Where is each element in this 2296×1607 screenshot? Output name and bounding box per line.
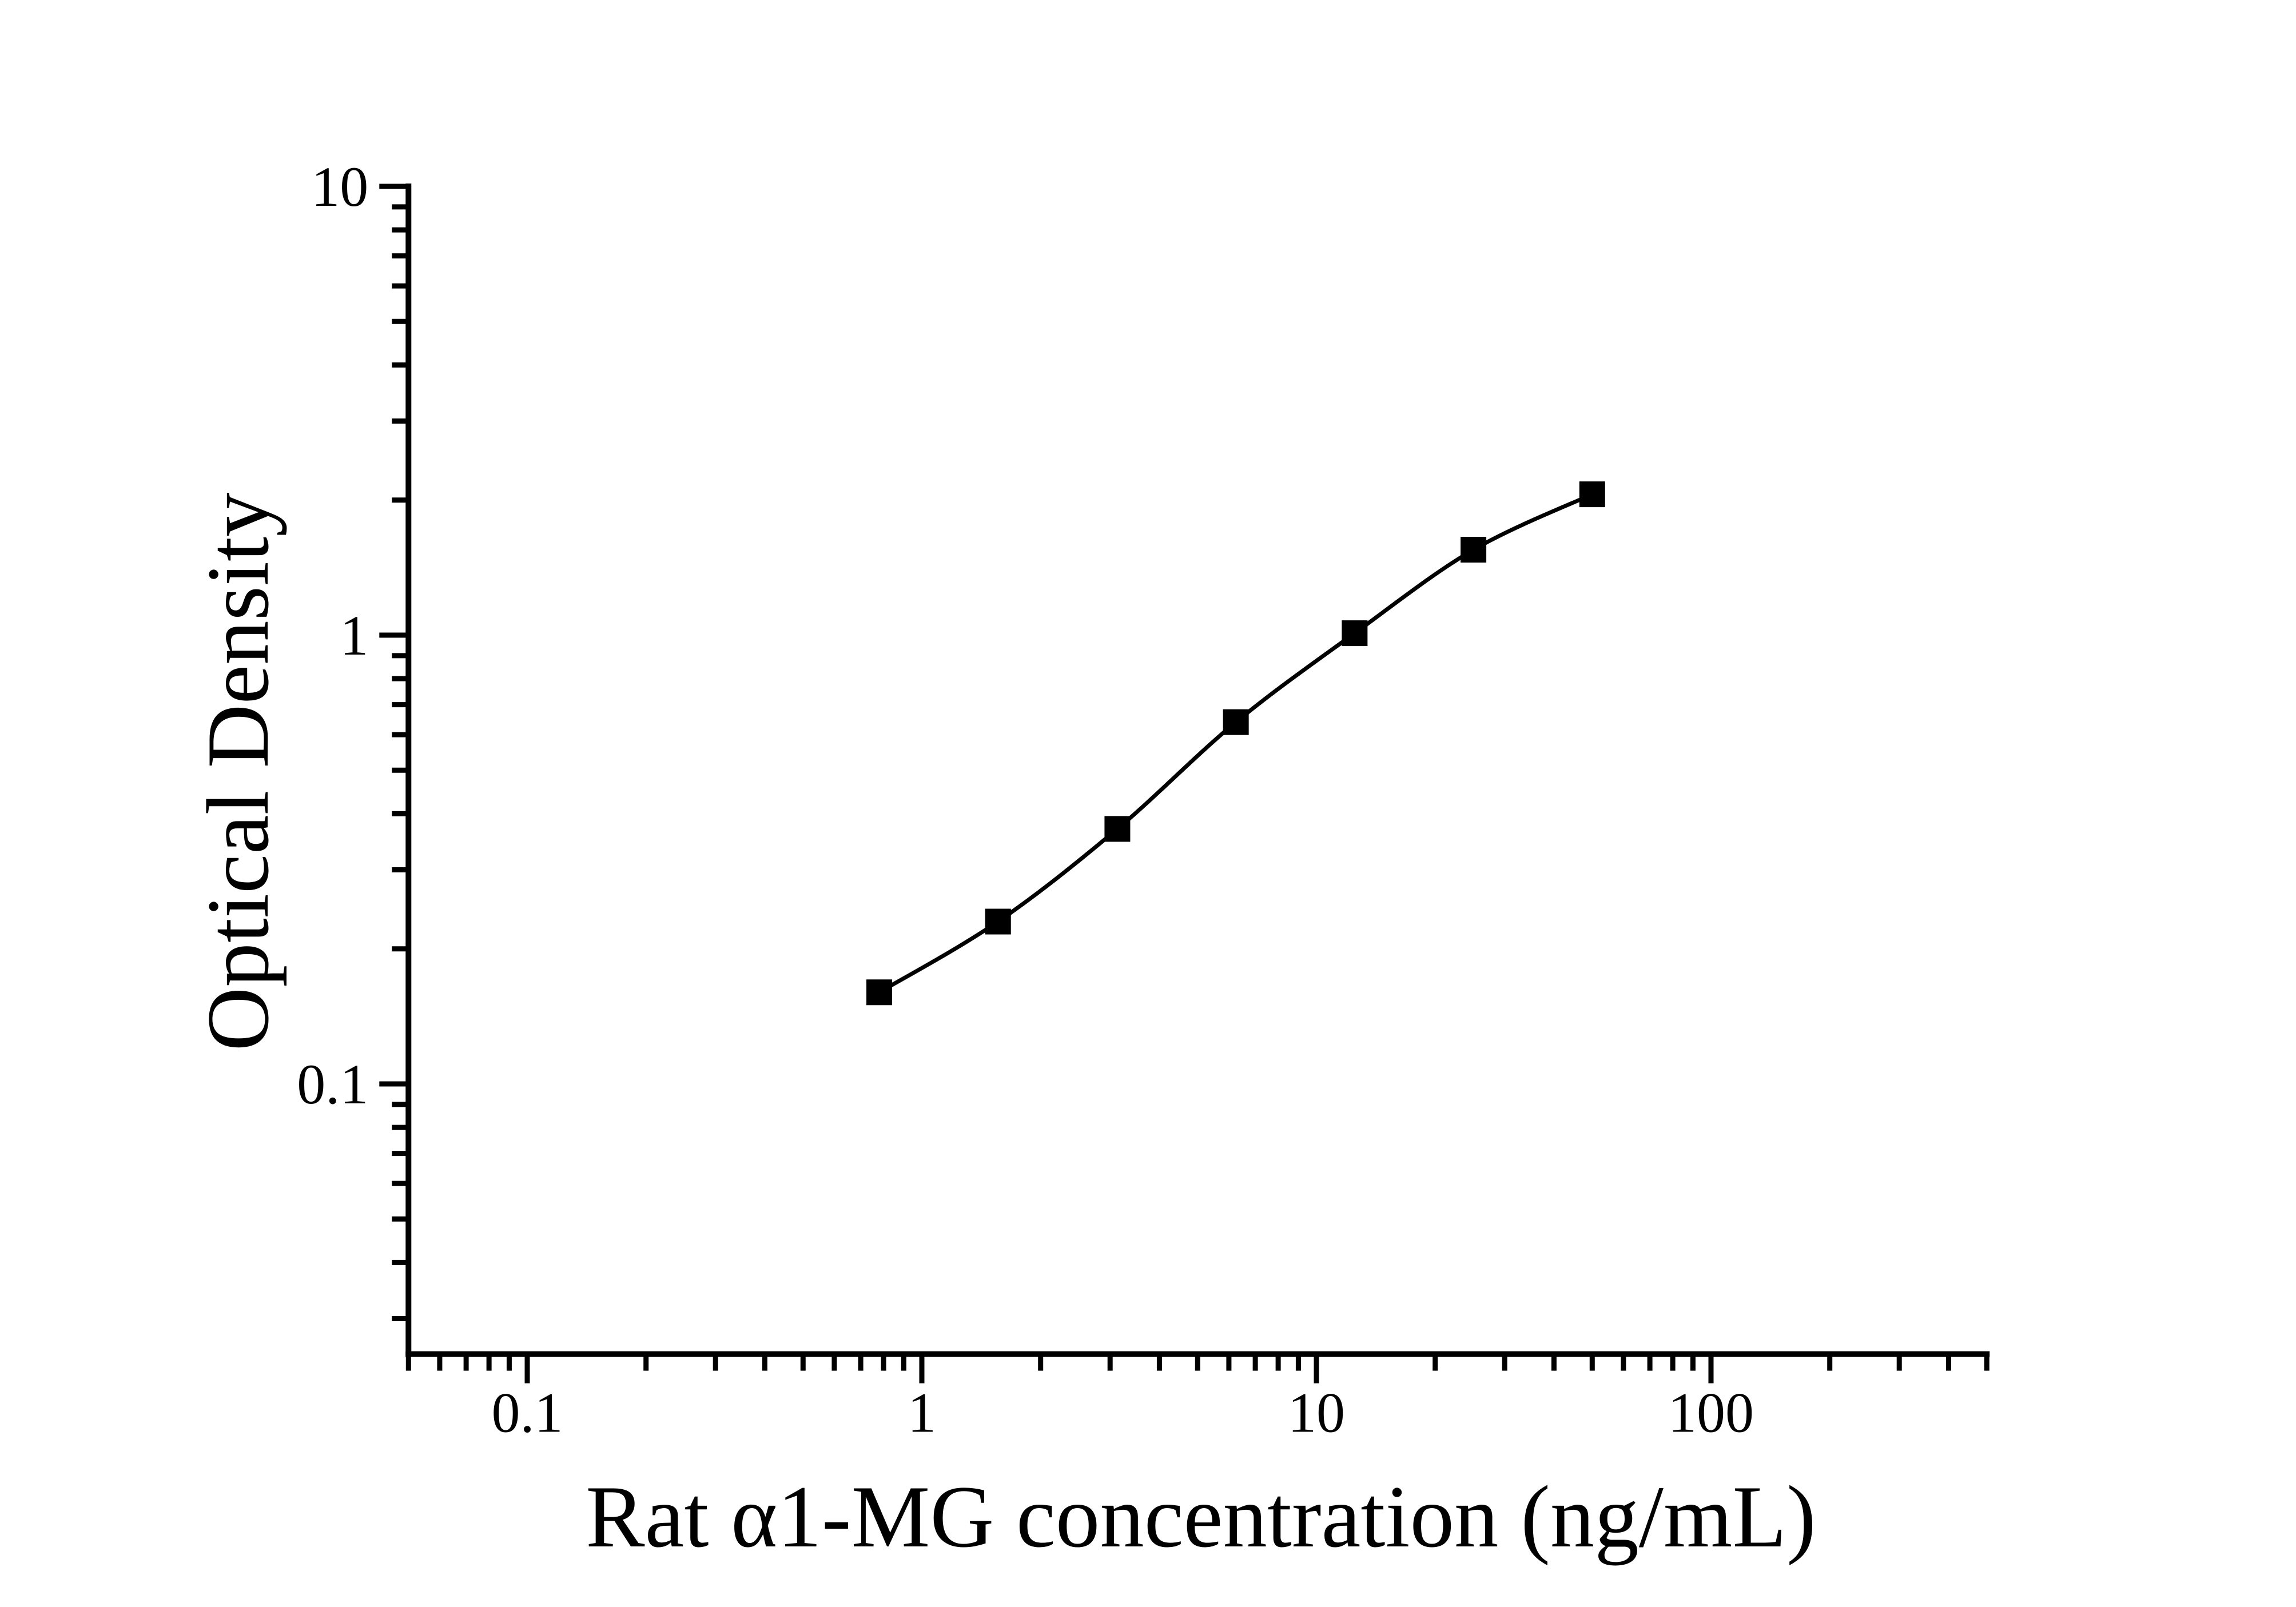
data-point-marker [1223, 709, 1249, 735]
x-axis-title: Rat α1-MG concentration (ng/mL) [586, 1468, 1816, 1566]
y-tick-label: 0.1 [297, 1052, 368, 1116]
axes-group [405, 184, 1990, 1357]
y-axis-title: Optical Density [189, 492, 287, 1051]
x-tick-label: 100 [1668, 1381, 1754, 1445]
data-point-marker [1579, 481, 1605, 508]
x-tick-label: 10 [1288, 1381, 1345, 1445]
ticks-group [379, 184, 1989, 1383]
x-tick-label: 1 [908, 1381, 936, 1445]
x-tick-label: 0.1 [492, 1381, 563, 1445]
y-tick-label: 1 [340, 604, 368, 667]
data-point-marker [1461, 537, 1487, 563]
data-point-marker [1104, 816, 1131, 842]
data-point-marker [985, 908, 1011, 935]
y-tick-label: 10 [311, 155, 368, 218]
series-group [866, 481, 1605, 1006]
tick-labels-group: 0.1 1 10 100 0.1 1 10 [297, 155, 1754, 1445]
data-point-marker [1342, 620, 1368, 647]
data-point-marker [866, 979, 893, 1006]
